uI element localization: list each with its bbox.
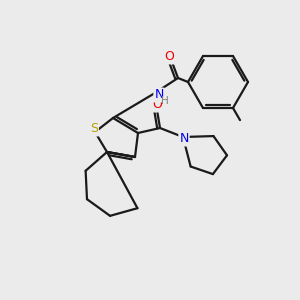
Text: H: H: [161, 96, 169, 106]
Text: O: O: [152, 98, 162, 112]
Text: N: N: [154, 88, 164, 101]
Text: O: O: [164, 50, 174, 64]
Text: N: N: [179, 133, 189, 146]
Text: S: S: [90, 122, 98, 136]
